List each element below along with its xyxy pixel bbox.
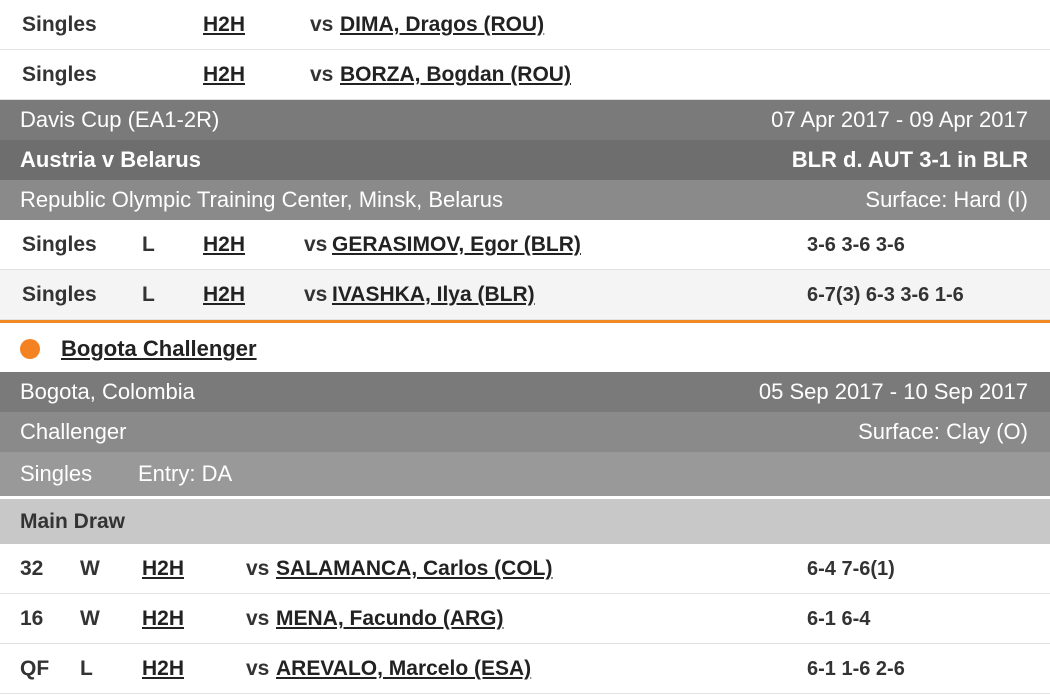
match-type: Singles [22,13,97,36]
h2h-link[interactable]: H2H [142,557,185,580]
draw-info: Singles Entry: DA [0,452,1050,496]
vs-label: vs [246,607,270,630]
match-round: 32 [20,557,44,580]
draw-type: Singles [20,461,93,486]
surface: Surface: Hard (I) [865,187,1028,212]
h2h-link[interactable]: H2H [203,233,246,256]
opponent-link[interactable]: MENA, Facundo (ARG) [276,607,504,630]
match-result: W [80,607,100,630]
match-score: 6-1 6-4 [807,608,871,630]
vs-label: vs [246,657,270,680]
tournament-bullet-icon [20,339,40,359]
h2h-link[interactable]: H2H [142,657,185,680]
table-row: 16 W H2H vs MENA, Facundo (ARG) 6-1 6-4 [0,594,1050,644]
event-header: Davis Cup (EA1-2R) 07 Apr 2017 - 09 Apr … [0,100,1050,140]
h2h-link[interactable]: H2H [203,13,246,36]
vs-label: vs [310,13,334,36]
tournament-header: Bogota Challenger [0,320,1050,372]
opponent-link[interactable]: SALAMANCA, Carlos (COL) [276,557,553,580]
vs-label: vs [304,283,328,306]
opponent-link[interactable]: BORZA, Bogdan (ROU) [340,63,571,86]
opponent-link[interactable]: AREVALO, Marcelo (ESA) [276,657,532,680]
venue-header: Republic Olympic Training Center, Minsk,… [0,180,1050,220]
h2h-link[interactable]: H2H [203,283,246,306]
entry-type: Entry: DA [138,461,233,486]
event-dates: 05 Sep 2017 - 10 Sep 2017 [758,379,1028,404]
table-row: Singles L H2H vs GERASIMOV, Egor (BLR) 3… [0,220,1050,270]
match-result: L [142,283,155,306]
opponent-link[interactable]: DIMA, Dragos (ROU) [340,13,545,36]
table-row: QF L H2H vs AREVALO, Marcelo (ESA) 6-1 1… [0,644,1050,694]
category-header: Challenger Surface: Clay (O) [0,412,1050,452]
match-round: 16 [20,607,44,630]
match-score: 6-7(3) 6-3 3-6 1-6 [807,284,964,306]
match-round: QF [20,657,50,680]
h2h-link[interactable]: H2H [142,607,185,630]
opponent-link[interactable]: GERASIMOV, Egor (BLR) [332,233,581,256]
event-dates: 07 Apr 2017 - 09 Apr 2017 [771,107,1028,132]
match-type: Singles [22,63,97,86]
vs-label: vs [246,557,270,580]
tie-name: Austria v Belarus [20,147,201,172]
table-row: 32 W H2H vs SALAMANCA, Carlos (COL) 6-4 … [0,544,1050,594]
table-row: Singles L H2H vs IVASHKA, Ilya (BLR) 6-7… [0,270,1050,320]
event-location: Bogota, Colombia [20,379,195,404]
event-header: Bogota, Colombia 05 Sep 2017 - 10 Sep 20… [0,372,1050,412]
opponent-link[interactable]: IVASHKA, Ilya (BLR) [332,283,535,306]
match-result: L [142,233,155,256]
event-name: Davis Cup (EA1-2R) [20,107,220,132]
venue: Republic Olympic Training Center, Minsk,… [20,187,503,212]
section-title: Main Draw [20,510,126,533]
match-type: Singles [22,283,97,306]
vs-label: vs [304,233,328,256]
section-header: Main Draw [0,496,1050,544]
surface: Surface: Clay (O) [858,419,1028,444]
table-row: Singles H2H vs DIMA, Dragos (ROU) [0,0,1050,50]
h2h-link[interactable]: H2H [203,63,246,86]
match-type: Singles [22,233,97,256]
tournament-link[interactable]: Bogota Challenger [61,336,257,361]
tie-result: BLR d. AUT 3-1 in BLR [791,147,1028,172]
match-score: 3-6 3-6 3-6 [807,234,905,256]
event-category: Challenger [20,419,127,444]
vs-label: vs [310,63,334,86]
tie-header: Austria v Belarus BLR d. AUT 3-1 in BLR [0,140,1050,180]
match-result: L [80,657,93,680]
match-score: 6-1 1-6 2-6 [807,658,905,680]
table-row: Singles H2H vs BORZA, Bogdan (ROU) [0,50,1050,100]
match-result: W [80,557,100,580]
match-score: 6-4 7-6(1) [807,558,895,580]
